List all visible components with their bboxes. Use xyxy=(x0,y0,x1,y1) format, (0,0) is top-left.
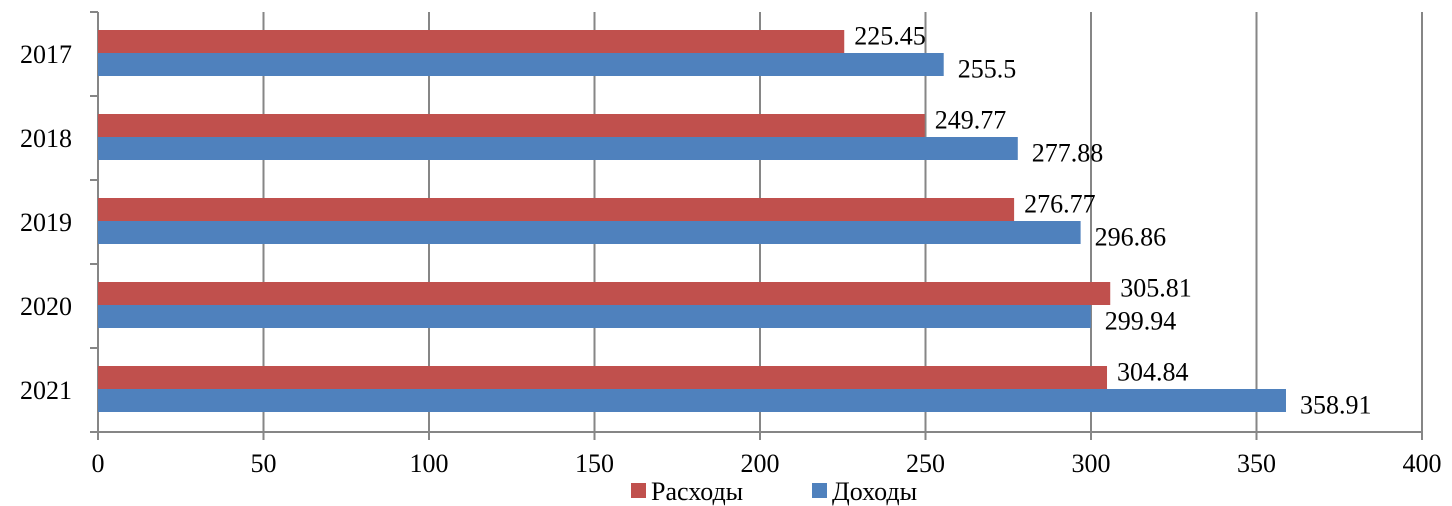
x-tick-label: 300 xyxy=(1072,449,1111,478)
category-labels: 2017 2018 2019 2020 2021 xyxy=(20,40,72,405)
bar-income-2018 xyxy=(98,137,1018,160)
x-tick-label: 250 xyxy=(906,449,945,478)
data-label-income-2020: 299.94 xyxy=(1105,307,1177,336)
x-tick-label: 350 xyxy=(1237,449,1276,478)
legend-label-income: Доходы xyxy=(832,477,917,506)
x-tick-label: 100 xyxy=(410,449,449,478)
bar-expenses-2021 xyxy=(98,366,1108,389)
legend-swatch-expenses xyxy=(631,483,646,498)
x-tick-label: 0 xyxy=(92,449,105,478)
data-label-expenses-2021: 304.84 xyxy=(1117,358,1189,387)
tick-labels: 0 50 100 150 200 250 300 350 400 xyxy=(92,449,1442,478)
data-label-expenses-2020: 305.81 xyxy=(1120,274,1192,303)
legend-swatch-income xyxy=(812,483,827,498)
bar-income-2021 xyxy=(98,389,1286,412)
data-label-expenses-2019: 276.77 xyxy=(1024,190,1096,219)
bar-expenses-2018 xyxy=(98,114,925,137)
data-label-expenses-2018: 249.77 xyxy=(935,106,1007,135)
data-label-expenses-2017: 225.45 xyxy=(854,22,926,51)
legend: Расходы Доходы xyxy=(631,477,917,506)
category-label-2019: 2019 xyxy=(20,208,72,237)
data-labels: 225.45 255.5 249.77 277.88 276.77 296.86 305.8… xyxy=(854,22,1371,420)
category-label-2017: 2017 xyxy=(20,40,72,69)
x-tick-label: 50 xyxy=(251,449,277,478)
bar-expenses-2017 xyxy=(98,30,845,53)
category-label-2020: 2020 xyxy=(20,292,72,321)
data-label-income-2021: 358.91 xyxy=(1300,391,1372,420)
data-label-income-2018: 277.88 xyxy=(1032,139,1104,168)
bar-expenses-2020 xyxy=(98,282,1111,305)
bar-income-2020 xyxy=(98,305,1091,328)
data-label-income-2019: 296.86 xyxy=(1095,223,1167,252)
category-label-2021: 2021 xyxy=(20,376,72,405)
data-label-income-2017: 255.5 xyxy=(958,55,1017,84)
bar-expenses-2019 xyxy=(98,198,1015,221)
bars xyxy=(98,30,1286,412)
x-tick-label: 150 xyxy=(575,449,614,478)
x-tick-label: 400 xyxy=(1403,449,1442,478)
legend-label-expenses: Расходы xyxy=(651,477,743,506)
bar-income-2019 xyxy=(98,221,1081,244)
bar-income-2017 xyxy=(98,53,944,76)
category-label-2018: 2018 xyxy=(20,124,72,153)
x-tick-label: 200 xyxy=(741,449,780,478)
